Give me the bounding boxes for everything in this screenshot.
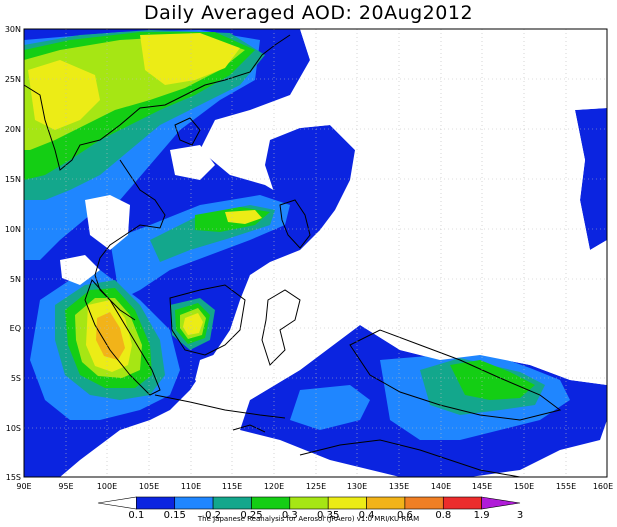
colorbar-swatch bbox=[174, 496, 214, 510]
lon-label: 125E bbox=[306, 482, 326, 491]
colorbar-swatch bbox=[481, 496, 521, 510]
lat-label: 10N bbox=[5, 225, 21, 234]
lat-label: 25N bbox=[5, 75, 21, 84]
lon-label: 160E bbox=[593, 482, 613, 491]
colorbar-tick-label: 0.6 bbox=[397, 510, 413, 521]
colorbar-tick-label: 0.15 bbox=[164, 510, 186, 521]
colorbar-swatch bbox=[442, 496, 482, 510]
colorbar-swatch bbox=[136, 496, 176, 510]
map-frame bbox=[23, 28, 608, 478]
colorbar-swatch bbox=[404, 496, 444, 510]
lat-label: 5N bbox=[10, 275, 21, 284]
colorbar: 0.1 0.15 0.2 0.25 0.3 0.35 0.4 0.6 0.8 1.9 3 bbox=[97, 496, 523, 521]
colorbar-swatch bbox=[251, 496, 291, 510]
coastlines bbox=[24, 34, 562, 477]
lon-label: 130E bbox=[347, 482, 367, 491]
colorbar-swatch bbox=[327, 496, 367, 510]
aod-region-east bbox=[575, 108, 607, 250]
lat-label: 30N bbox=[5, 25, 21, 34]
lat-label: 20N bbox=[5, 125, 21, 134]
lon-label: 110E bbox=[181, 482, 201, 491]
graticule bbox=[24, 29, 607, 477]
lon-label: 155E bbox=[556, 482, 576, 491]
lat-labels: 30N 25N 20N 15N 10N 5N EQ 5S 10S 15S bbox=[5, 25, 21, 482]
lat-label: 15N bbox=[5, 175, 21, 184]
colorbar-tick-label: 3 bbox=[517, 510, 523, 521]
lon-label: 145E bbox=[472, 482, 492, 491]
colorbar-tick-label: 0.3 bbox=[282, 510, 298, 521]
lat-label: 5S bbox=[11, 374, 21, 383]
colorbar-swatch bbox=[366, 496, 406, 510]
lon-labels: 90E 95E 100E 105E 110E 115E 120E 125E 13… bbox=[16, 482, 613, 491]
colorbar-tick-label: 0.2 bbox=[205, 510, 221, 521]
colorbar-tick-label: 0.4 bbox=[359, 510, 375, 521]
map-title: Daily Averaged AOD: 20Aug2012 bbox=[143, 2, 474, 24]
lon-label: 115E bbox=[222, 482, 242, 491]
colorbar-tick-label: 0.8 bbox=[435, 510, 451, 521]
lon-label: 120E bbox=[264, 482, 284, 491]
credit-line: The Japanese Reanalysis for Aerosol (JRA… bbox=[197, 515, 420, 523]
colorbar-tick-label: 0.1 bbox=[128, 510, 144, 521]
lon-label: 150E bbox=[514, 482, 534, 491]
colorbar-tick-label: 0.25 bbox=[240, 510, 262, 521]
colorbar-swatch bbox=[97, 496, 137, 510]
lon-label: 90E bbox=[16, 482, 31, 491]
colorbar-swatch bbox=[289, 496, 329, 510]
lat-label: 15S bbox=[6, 473, 21, 482]
lon-label: 105E bbox=[139, 482, 159, 491]
colorbar-tick-label: 0.35 bbox=[317, 510, 339, 521]
lon-label: 95E bbox=[58, 482, 73, 491]
lon-label: 100E bbox=[97, 482, 117, 491]
colorbar-swatch bbox=[212, 496, 252, 510]
aod-field bbox=[24, 29, 607, 477]
lon-label: 135E bbox=[389, 482, 409, 491]
colorbar-tick-label: 1.9 bbox=[474, 510, 490, 521]
lat-label: 10S bbox=[6, 424, 21, 433]
lon-label: 140E bbox=[431, 482, 451, 491]
lat-label: EQ bbox=[10, 324, 21, 333]
